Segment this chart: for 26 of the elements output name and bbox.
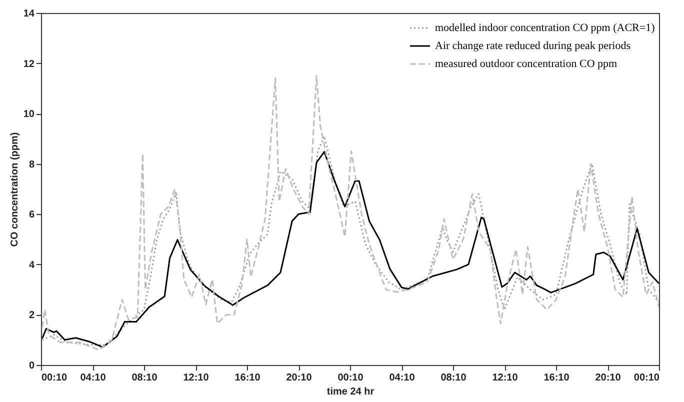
x-axis-title: time 24 hr <box>326 386 374 398</box>
x-tick-label: 00:10 <box>634 372 660 384</box>
x-tick-label: 12:10 <box>183 372 210 384</box>
x-tick-label: 04:10 <box>389 372 416 384</box>
y-tick-label: 6 <box>28 210 35 221</box>
y-tick-label: 10 <box>23 109 35 120</box>
x-tick-label: 00:10 <box>42 372 68 384</box>
x-tick-label: 12:10 <box>492 372 518 384</box>
y-tick-label: 0 <box>28 360 35 372</box>
y-tick-label: 4 <box>28 260 35 271</box>
x-tick-label: 16:10 <box>544 372 570 384</box>
x-tick-label: 20:10 <box>595 372 622 384</box>
legend-label: measured outdoor concentration CO ppm <box>435 58 618 70</box>
y-tick-label: 8 <box>28 159 35 170</box>
x-tick-label: 20:10 <box>286 372 312 384</box>
x-tick-label: 00:10 <box>338 372 364 384</box>
y-tick-label: 12 <box>23 58 35 70</box>
x-tick-label: 08:10 <box>132 372 158 384</box>
y-tick-label: 14 <box>23 8 35 20</box>
x-tick-label: 08:10 <box>440 372 467 384</box>
legend-label: Air change rate reduced during peak periods <box>435 40 630 52</box>
x-tick-label: 16:10 <box>234 372 261 384</box>
legend-label: modelled indoor concentration CO ppm (ACR=1) <box>435 22 656 34</box>
y-tick-label: 2 <box>28 310 35 322</box>
y-axis-title: CO concentration (ppm) <box>9 132 20 247</box>
x-tick-label: 04:10 <box>80 372 106 384</box>
